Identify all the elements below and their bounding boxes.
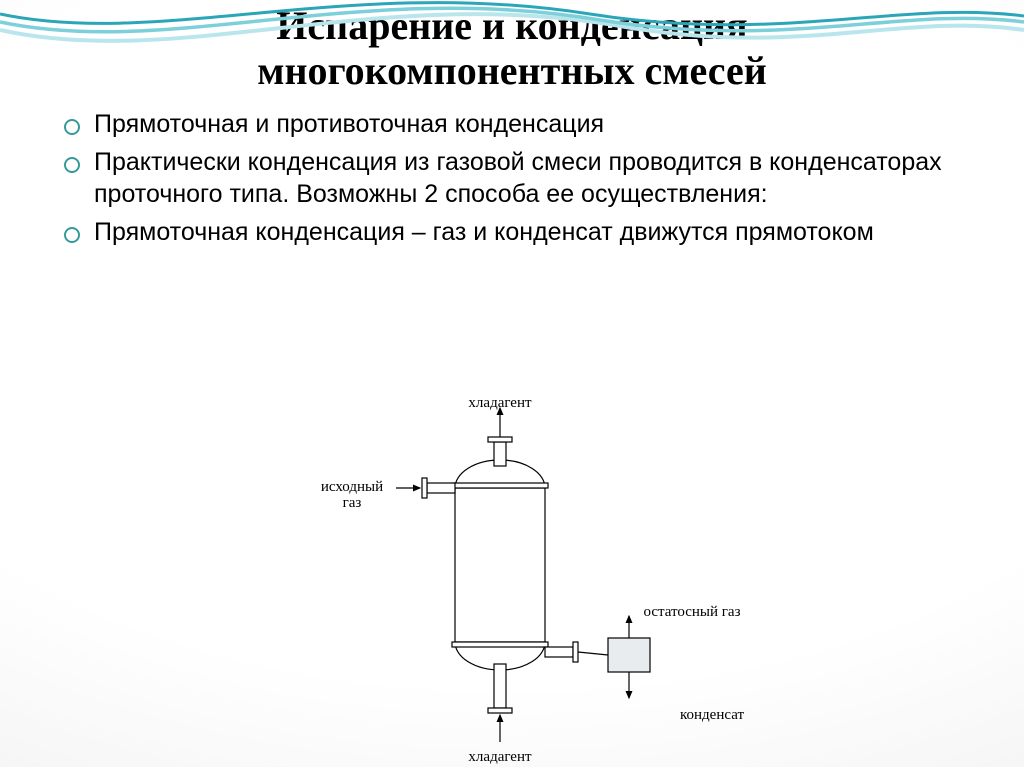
bullet-item: Практически конденсация из газовой смеси… xyxy=(64,146,1024,210)
nozzle-bottom xyxy=(494,664,506,708)
bullet-item: Прямоточная и противоточная конденсация xyxy=(64,108,1024,140)
diagram-svg xyxy=(300,390,760,760)
condenser-diagram: хладагентхладагентисходный газостатосный… xyxy=(300,390,760,760)
bullet-list: Прямоточная и противоточная конденсация … xyxy=(64,108,1024,248)
vessel-body xyxy=(455,460,545,670)
bullet-item: Прямоточная конденсация – газ и конденса… xyxy=(64,216,1024,248)
label-refrigerant-bottom: хладагент xyxy=(420,750,580,766)
label-residual-gas: остатосный газ xyxy=(612,605,772,621)
flow-to-separator xyxy=(578,652,608,655)
label-condensate: конденсат xyxy=(680,708,744,724)
label-refrigerant-top: хладагент xyxy=(420,396,580,412)
title-line-1: Испарение и конденсация xyxy=(276,3,747,48)
separator-box xyxy=(608,638,650,672)
page-title: Испарение и конденсация многокомпонентны… xyxy=(0,0,1024,94)
nozzle-outlet xyxy=(545,647,573,657)
nozzle-top xyxy=(494,442,506,466)
title-line-2: многокомпонентных смесей xyxy=(257,48,767,93)
label-feed-gas: исходный газ xyxy=(272,480,432,512)
